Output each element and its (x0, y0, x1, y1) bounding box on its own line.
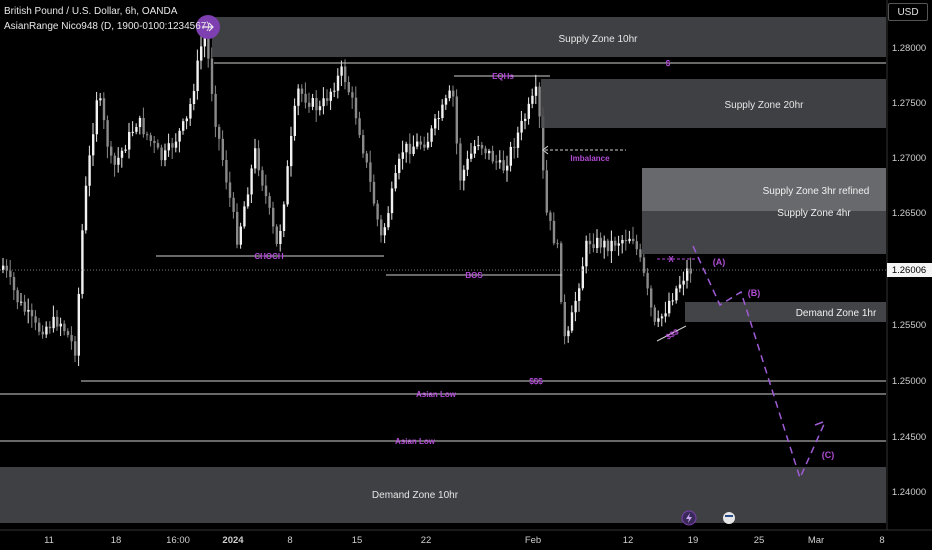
flag-icon[interactable] (723, 512, 735, 524)
price-tick: 1.27500 (892, 98, 926, 109)
arrow-right-glyph (202, 22, 214, 32)
symbol-title: British Pound / U.S. Dollar, 6h, OANDA (4, 6, 178, 17)
lightning-glyph (686, 513, 692, 523)
price-tick: 1.25000 (892, 376, 926, 387)
demand-zone-10hr-label: Demand Zone 10hr (372, 490, 459, 501)
time-tick: Mar (808, 535, 824, 546)
wave-projection-stub (814, 421, 824, 426)
wave-projection-path[interactable] (692, 245, 826, 481)
demand-zone-1hr[interactable] (685, 302, 886, 322)
price-tick: 1.28000 (892, 43, 926, 54)
choch-label: CHOCH (254, 252, 284, 261)
time-tick: Feb (525, 535, 541, 546)
imbalance-arrow-icon (542, 145, 549, 155)
current-price-value: 1.26006 (892, 265, 926, 276)
price-tick: 1.24500 (892, 432, 926, 443)
time-tick: 15 (352, 535, 363, 546)
time-tick: 12 (623, 535, 634, 546)
time-tick: 22 (421, 535, 432, 546)
indicator-title: AsianRange Nico948 (D, 1900-0100:1234567… (4, 21, 210, 32)
supply-zone-3hr-label: Supply Zone 3hr refined (763, 186, 870, 197)
supply-zone-10hr[interactable] (212, 17, 886, 57)
dollar-low-label: $$$ (529, 377, 543, 386)
wave-c-label: (C) (822, 450, 835, 460)
bos-label: BOS (465, 271, 483, 280)
asian-low-label-1: Asian Low (416, 390, 457, 399)
wave-b-label: (B) (748, 288, 761, 298)
price-tick: 1.26500 (892, 208, 926, 219)
sss-trendline (656, 325, 687, 342)
current-price-badge (887, 263, 932, 277)
time-tick: 2024 (222, 535, 244, 546)
currency-button[interactable]: USD (888, 3, 928, 21)
time-tick: 8 (879, 535, 884, 546)
price-tick: 1.24000 (892, 487, 926, 498)
time-tick: 16:00 (166, 535, 190, 546)
price-tick: 1.27000 (892, 153, 926, 164)
time-axis[interactable]: 11 18 16:00 2024 8 15 22 Feb 12 19 25 Mar 8 (44, 535, 885, 546)
candlesticks (2, 17, 692, 367)
supply-zone-4hr-label: Supply Zone 4hr (777, 208, 851, 219)
x-mark-label: X (668, 255, 674, 264)
time-tick: 19 (688, 535, 699, 546)
demand-zone-1hr-label: Demand Zone 1hr (796, 308, 877, 319)
dollar-top-label: $ (666, 59, 671, 68)
time-tick: 8 (287, 535, 292, 546)
imbalance-label: Imbalance (570, 154, 610, 163)
supply-zone-10hr-label: Supply Zone 10hr (559, 34, 639, 45)
time-tick: 25 (754, 535, 765, 546)
asian-low-label-2: Asian Low (395, 437, 436, 446)
supply-zone-3hr-refined[interactable] (642, 168, 886, 211)
supply-zone-20hr-label: Supply Zone 20hr (725, 100, 805, 111)
wave-a-label: (A) (713, 257, 726, 267)
price-tick: 1.25500 (892, 320, 926, 331)
eqhs-label: EQHs (492, 72, 514, 81)
demand-zone-10hr[interactable] (0, 467, 886, 523)
time-tick: 11 (44, 535, 54, 546)
chart-legend: British Pound / U.S. Dollar, 6h, OANDA A… (4, 4, 210, 34)
supply-zone-20hr[interactable] (541, 79, 886, 128)
time-tick: 18 (111, 535, 122, 546)
flag-glyph (725, 515, 733, 517)
